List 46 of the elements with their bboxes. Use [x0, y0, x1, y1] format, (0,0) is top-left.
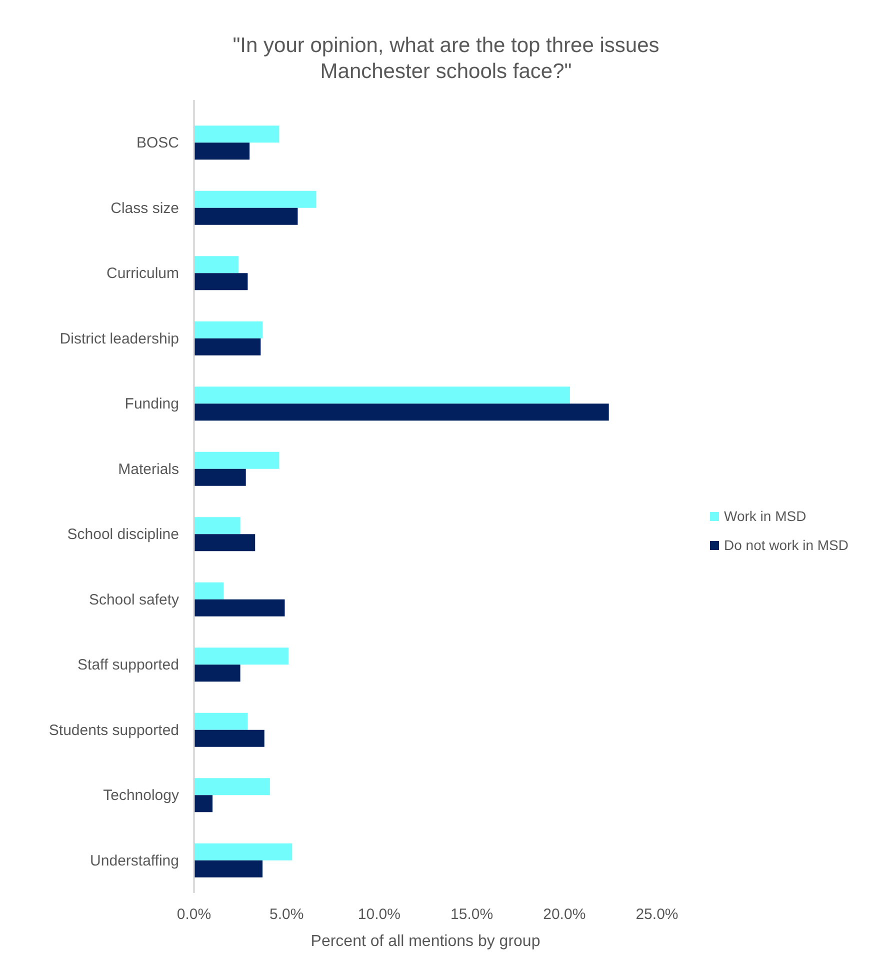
- legend-label: Do not work in MSD: [724, 537, 848, 553]
- bar: [194, 190, 316, 208]
- bar: [194, 273, 248, 290]
- bar: [194, 648, 288, 665]
- y-tick-label: Technology: [103, 787, 180, 804]
- bar: [194, 664, 240, 682]
- bar: [194, 860, 263, 878]
- bar: [194, 404, 609, 421]
- y-tick-label: District leadership: [60, 330, 179, 348]
- y-tick-label: Curriculum: [106, 265, 179, 282]
- x-tick-label: 15.0%: [450, 906, 494, 923]
- chart-title: "In your opinion, what are the top three issues Manchester schools face?": [232, 34, 660, 83]
- y-tick-label: Funding: [124, 396, 179, 413]
- bar: [194, 534, 256, 552]
- bar: [194, 712, 248, 730]
- y-tick-label: Materials: [118, 460, 179, 478]
- bar: [194, 517, 240, 534]
- x-tick-label: 0.0%: [176, 906, 212, 923]
- y-tick-label: Understaffing: [90, 852, 179, 870]
- bar: [194, 778, 270, 796]
- bar: [194, 452, 280, 469]
- bar: [194, 321, 263, 338]
- x-tick-label: 5.0%: [270, 906, 304, 923]
- y-tick-label: Staff supported: [78, 656, 179, 674]
- legend-label: Work in MSD: [724, 508, 806, 524]
- bar: [194, 468, 246, 486]
- x-tick-label: 10.0%: [358, 906, 400, 923]
- bar: [194, 730, 264, 747]
- bar: [194, 795, 213, 812]
- y-tick-label: School discipline: [67, 526, 179, 544]
- x-axis-title: Percent of all mentions by group: [310, 933, 540, 950]
- y-tick-label: Class size: [110, 200, 179, 217]
- bar: [194, 599, 285, 616]
- y-tick-label: Students supported: [48, 722, 179, 739]
- x-tick-label: 20.0%: [543, 906, 586, 923]
- bar: [194, 386, 570, 404]
- x-tick-label: 25.0%: [636, 906, 678, 923]
- bar: [194, 843, 292, 860]
- bar: [194, 338, 261, 356]
- y-tick-label: School safety: [88, 591, 180, 608]
- y-tick-label: BOSC: [136, 134, 180, 152]
- bar: [194, 142, 250, 160]
- bar: [194, 582, 224, 600]
- bar: [194, 256, 238, 274]
- bar: [194, 126, 280, 143]
- bar: [194, 208, 298, 225]
